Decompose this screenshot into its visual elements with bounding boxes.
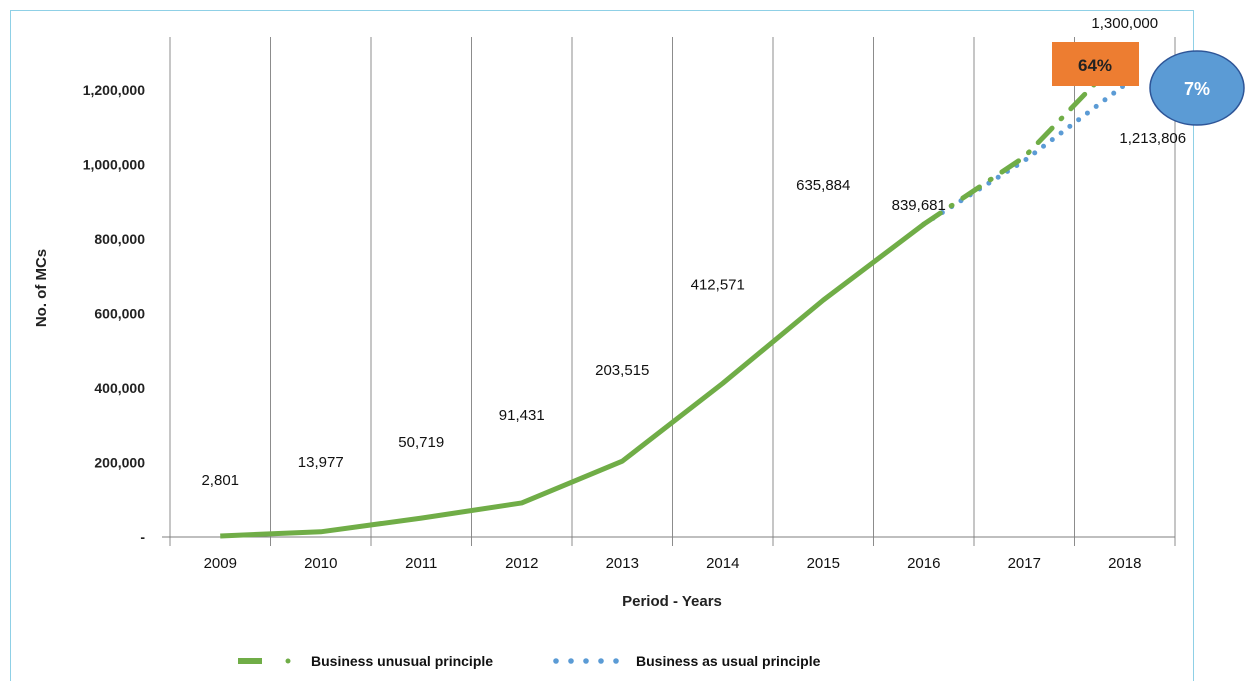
growth-7-label: 7% [1184,79,1210,99]
legend-label-unusual: Business unusual principle [311,653,493,669]
legend-swatch-unusual-dot [285,658,291,664]
data-label: 50,719 [398,434,444,451]
data-label-unusual-end: 1,300,000 [1091,15,1158,32]
x-tick-label: 2017 [1008,555,1041,572]
series-line-business-as-usual [921,82,1128,227]
data-label: 635,884 [796,177,850,194]
data-label: 13,977 [298,454,344,471]
data-label: 203,515 [595,362,649,379]
series-line-actual [220,222,926,539]
y-tick-label: 600,000 [94,306,145,322]
x-tick-label: 2009 [204,555,237,572]
x-tick-label: 2018 [1108,555,1141,572]
y-tick-label: 400,000 [94,380,145,396]
legend-swatch-usual-dot [568,658,574,664]
growth-64-callout [1052,42,1139,86]
data-label: 2,801 [201,472,239,489]
y-tick-label: - [140,529,145,545]
data-label: 839,681 [892,197,946,214]
legend-swatch-usual-dot [613,658,619,664]
y-tick-label: 800,000 [94,231,145,247]
x-tick-label: 2012 [505,555,538,572]
legend-swatch-usual-dot [553,658,559,664]
y-axis-title: No. of MCs [33,249,50,327]
x-tick-label: 2014 [706,555,739,572]
x-tick-label: 2010 [304,555,337,572]
legend-label-usual: Business as usual principle [636,653,821,669]
x-tick-label: 2015 [807,555,840,572]
legend-swatch-usual-dot [598,658,604,664]
data-label: 91,431 [499,407,545,424]
chart-frame [10,10,1194,681]
data-label: 412,571 [691,276,745,293]
x-tick-label: 2016 [907,555,940,572]
x-tick-label: 2011 [405,555,437,572]
x-axis-title: Period - Years [622,593,722,610]
y-tick-label: 1,000,000 [83,157,145,173]
y-tick-label: 200,000 [94,455,145,471]
legend-swatch-usual-dot [583,658,589,664]
growth-7-callout [1149,50,1245,126]
x-tick-label: 2013 [606,555,639,572]
y-tick-label: 1,200,000 [83,82,145,98]
data-label-usual-end: 1,213,806 [1119,130,1186,147]
growth-64-label: 64% [1078,56,1112,75]
